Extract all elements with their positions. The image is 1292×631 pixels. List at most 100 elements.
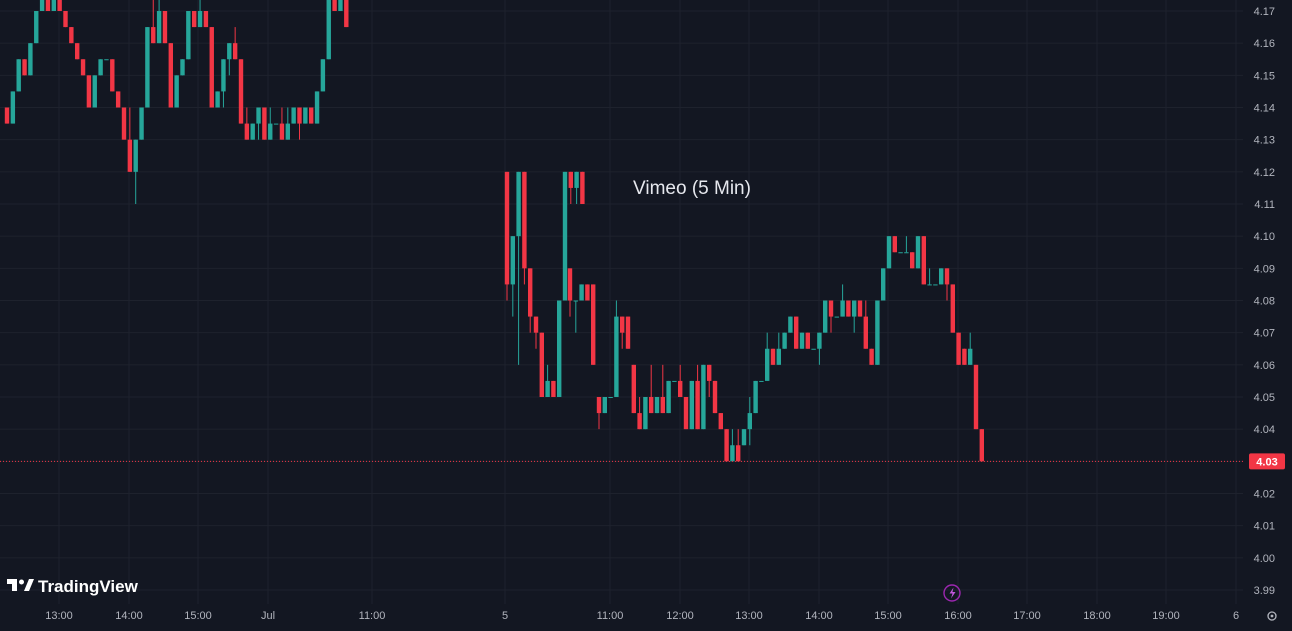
candle[interactable] (86, 75, 92, 108)
candle[interactable] (510, 236, 515, 317)
candle[interactable] (695, 364, 700, 430)
candle[interactable] (168, 43, 173, 108)
candle[interactable] (968, 332, 973, 365)
candle[interactable] (104, 59, 109, 61)
candle[interactable] (666, 380, 671, 414)
candle[interactable] (139, 107, 144, 140)
candle[interactable] (718, 413, 723, 430)
candle[interactable] (256, 107, 261, 140)
candle[interactable] (273, 123, 279, 125)
candle[interactable] (846, 300, 851, 317)
candle[interactable] (133, 139, 138, 204)
candle[interactable] (573, 300, 578, 333)
candle[interactable] (22, 59, 27, 76)
candle[interactable] (747, 397, 752, 446)
candle[interactable] (151, 0, 156, 44)
candle[interactable] (145, 27, 150, 108)
candle[interactable] (244, 107, 250, 140)
candle[interactable] (979, 429, 984, 462)
candle[interactable] (741, 429, 747, 446)
candle[interactable] (127, 107, 133, 172)
candle[interactable] (39, 0, 45, 12)
candle[interactable] (75, 43, 80, 60)
candle[interactable] (4, 107, 10, 124)
candle[interactable] (840, 284, 845, 317)
candle[interactable] (504, 171, 510, 301)
candle[interactable] (579, 284, 584, 301)
candle[interactable] (309, 107, 314, 124)
candle[interactable] (314, 91, 320, 124)
candle[interactable] (174, 75, 179, 108)
time-axis[interactable]: 13:00 14:00 15:00 Jul 11:00 5 11:00 12:00 13:00 1… (45, 610, 1239, 622)
candle[interactable] (186, 11, 191, 60)
candle[interactable] (973, 364, 979, 430)
candle[interactable] (574, 171, 579, 204)
candle[interactable] (279, 107, 285, 140)
candle[interactable] (782, 332, 787, 349)
candle[interactable] (805, 332, 810, 349)
candle[interactable] (701, 364, 706, 430)
candle[interactable] (162, 11, 168, 44)
candle[interactable] (794, 316, 799, 349)
candle[interactable] (320, 59, 326, 92)
candle[interactable] (533, 316, 539, 349)
candle[interactable] (591, 284, 596, 365)
candle[interactable] (863, 300, 868, 349)
candle[interactable] (631, 364, 636, 414)
candle[interactable] (678, 364, 683, 397)
candle[interactable] (197, 0, 203, 28)
candle[interactable] (875, 300, 880, 365)
candle[interactable] (221, 59, 226, 108)
candle[interactable] (45, 0, 51, 12)
candle[interactable] (344, 0, 349, 28)
gear-icon[interactable] (1267, 611, 1277, 621)
candle[interactable] (297, 107, 302, 140)
candle[interactable] (944, 268, 950, 301)
candle[interactable] (262, 107, 267, 140)
candle[interactable] (326, 0, 331, 60)
candle[interactable] (303, 107, 308, 124)
candle[interactable] (625, 316, 631, 349)
candle[interactable] (939, 268, 944, 285)
candle[interactable] (28, 43, 33, 76)
candle[interactable] (770, 348, 776, 365)
candle[interactable] (227, 43, 232, 76)
candle[interactable] (285, 107, 290, 140)
candle[interactable] (823, 300, 828, 333)
candle[interactable] (608, 397, 613, 398)
candles-layer[interactable] (4, 0, 984, 462)
candle[interactable] (927, 268, 932, 286)
candle[interactable] (528, 268, 533, 333)
candle[interactable] (753, 380, 758, 414)
candle[interactable] (950, 284, 955, 333)
candle[interactable] (799, 332, 805, 349)
candle[interactable] (898, 252, 903, 254)
candle[interactable] (643, 397, 648, 430)
candle[interactable] (516, 171, 521, 365)
candle[interactable] (933, 284, 938, 286)
candle[interactable] (338, 0, 343, 12)
candle[interactable] (857, 300, 863, 317)
candle[interactable] (567, 268, 573, 317)
candle[interactable] (557, 300, 562, 398)
candle[interactable] (332, 0, 337, 12)
candle[interactable] (568, 171, 573, 204)
candle[interactable] (51, 0, 56, 12)
candle[interactable] (788, 316, 793, 333)
candle[interactable] (654, 397, 660, 414)
candle[interactable] (539, 332, 544, 397)
candle[interactable] (683, 397, 689, 430)
candle[interactable] (724, 429, 729, 462)
candle[interactable] (817, 332, 822, 365)
candle[interactable] (712, 380, 718, 414)
lightning-bolt-icon[interactable] (943, 584, 961, 602)
candle[interactable] (811, 348, 816, 350)
candle[interactable] (551, 380, 556, 397)
candle[interactable] (522, 171, 527, 285)
candle[interactable] (660, 364, 665, 414)
candle[interactable] (910, 252, 915, 269)
candle[interactable] (580, 171, 585, 204)
candle[interactable] (585, 284, 590, 301)
candle[interactable] (602, 397, 607, 414)
